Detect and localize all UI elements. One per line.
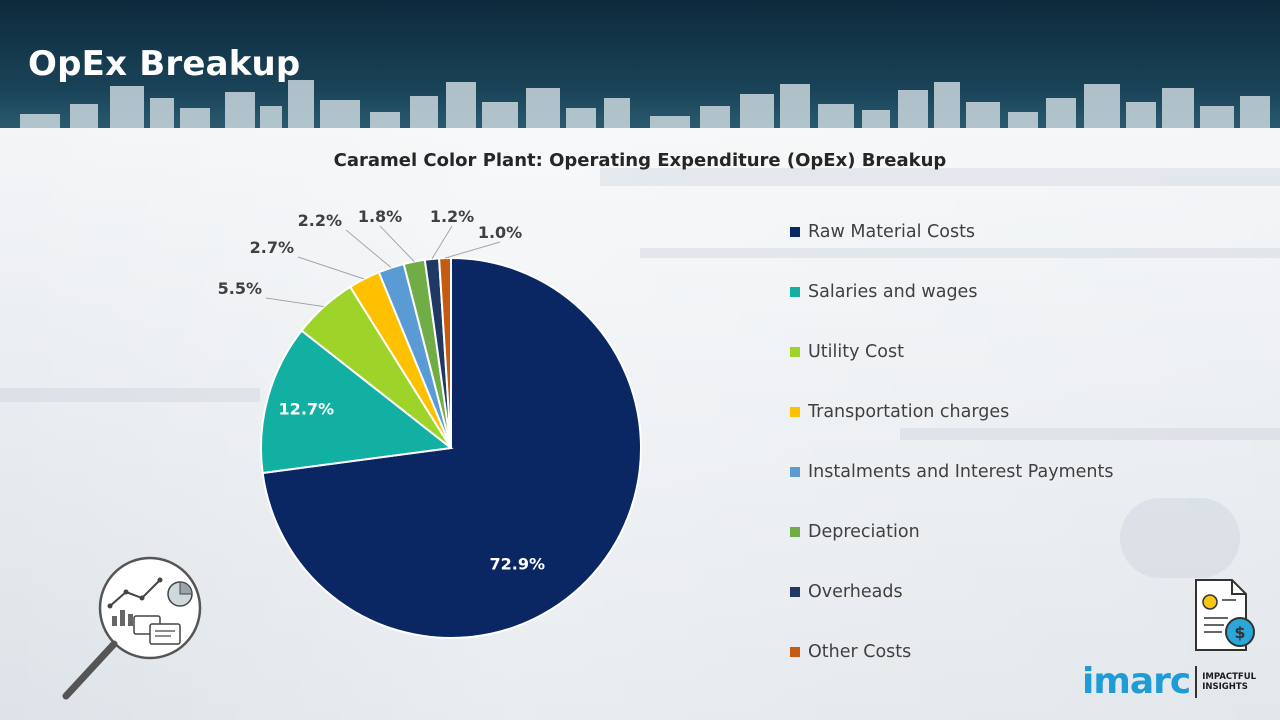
logo-tagline-line1: IMPACTFUL (1202, 672, 1257, 682)
legend-item: Overheads (790, 578, 1113, 606)
legend-swatch (790, 227, 800, 237)
analytics-magnifier-icon (62, 556, 202, 700)
legend-item: Other Costs (790, 638, 1113, 666)
chart-legend: Raw Material Costs Salaries and wages Util… (790, 218, 1113, 698)
logo-word: imarc (1082, 661, 1191, 702)
data-label-instalments-and-interest-payments: 2.2% (298, 211, 342, 230)
legend-item: Depreciation (790, 518, 1113, 546)
legend-swatch (790, 347, 800, 357)
page-title: OpEx Breakup (28, 44, 301, 84)
city-skyline (20, 80, 1270, 128)
legend-swatch (790, 527, 800, 537)
header-banner: OpEx Breakup (0, 0, 1280, 128)
legend-item: Utility Cost (790, 338, 1113, 366)
data-label-overheads: 1.2% (430, 207, 474, 226)
chart-title: Caramel Color Plant: Operating Expenditu… (333, 150, 947, 171)
leader-line (345, 229, 392, 269)
leader-line (297, 256, 365, 280)
legend-item: Transportation charges (790, 398, 1113, 426)
leader-line (379, 225, 415, 262)
legend-label: Depreciation (808, 522, 920, 542)
legend-item: Salaries and wages (790, 278, 1113, 306)
legend-item: Raw Material Costs (790, 218, 1113, 246)
data-label-raw-material-costs: 72.9% (489, 554, 545, 573)
logo-divider (1195, 666, 1198, 698)
data-label-utility-cost: 5.5% (218, 279, 262, 298)
data-label-transportation-charges: 2.7% (250, 238, 294, 257)
legend-label: Overheads (808, 582, 903, 602)
legend-swatch (790, 647, 800, 657)
data-label-depreciation: 1.8% (358, 207, 402, 226)
legend-label: Utility Cost (808, 342, 904, 362)
legend-label: Raw Material Costs (808, 222, 976, 242)
legend-item: Instalments and Interest Payments (790, 458, 1113, 486)
logo-tagline-line2: INSIGHTS (1202, 682, 1248, 692)
finance-document-icon: $ (1195, 579, 1255, 651)
data-label-salaries-and-wages: 12.7% (279, 399, 335, 418)
legend-label: Instalments and Interest Payments (808, 462, 1114, 482)
legend-label: Other Costs (808, 642, 912, 662)
svg-text:$: $ (1234, 623, 1245, 642)
pie-slice-salaries-and-wages (260, 329, 454, 475)
logo-tagline: IMPACTFUL INSIGHTS (1202, 672, 1262, 692)
legend-label: Salaries and wages (808, 282, 978, 302)
legend-swatch (790, 467, 800, 477)
imarc-logo: imarc IMPACTFUL INSIGHTS (1082, 664, 1262, 700)
data-label-other-costs: 1.0% (478, 223, 522, 242)
leader-line (431, 225, 453, 260)
leader-line (444, 241, 501, 259)
legend-swatch (790, 407, 800, 417)
legend-swatch (790, 287, 800, 297)
legend-swatch (790, 587, 800, 597)
legend-label: Transportation charges (808, 402, 1010, 422)
leader-line (265, 297, 325, 308)
